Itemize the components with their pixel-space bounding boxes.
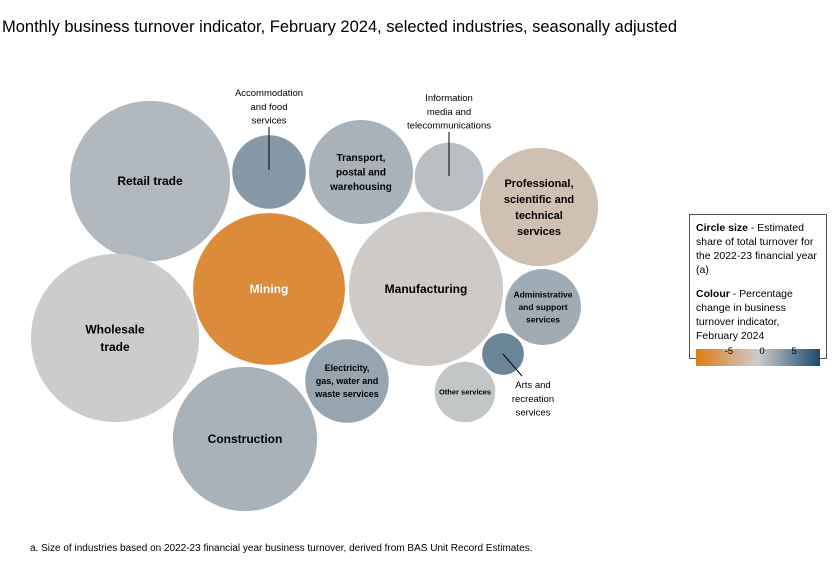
bubble-transport-postal-and-warehousing: [308, 119, 414, 225]
bubble-label-line: warehousing: [329, 182, 392, 193]
bubble-label: Professional, scientific and technical serv…: [504, 178, 574, 238]
bubble-label-line: Other services: [439, 388, 491, 397]
bubble-label: Retail trade: [117, 174, 183, 188]
chart-title: Monthly business turnover indicator, Feb…: [2, 18, 678, 36]
bubble-label-line: Mining: [250, 282, 289, 296]
bubble-label-line: technical: [515, 210, 563, 222]
bubble-label: Electricity, gas, water and waste services: [314, 363, 379, 399]
legend-size-heading: Circle size: [696, 222, 748, 234]
bubble-retail-trade: [69, 100, 231, 262]
bubble-label: Manufacturing: [385, 282, 468, 296]
bubble-label-line: Construction: [208, 432, 283, 446]
bubble-label: Other services: [439, 388, 491, 397]
bubble-label-line: Manufacturing: [385, 282, 468, 296]
bubble-label-line: and food: [251, 102, 288, 113]
leader-line: [502, 353, 523, 377]
bubble-label-line: and support: [518, 302, 567, 312]
colour-tick: 5: [791, 346, 797, 357]
colour-scale-bar: [696, 349, 820, 366]
bubble-manufacturing: [348, 211, 504, 367]
bubble-label-line: services: [517, 226, 561, 238]
bubble-professional-scientific-and-technical-services: [479, 147, 599, 267]
bubble-label-line: recreation: [512, 394, 554, 405]
bubble-mining: [193, 213, 345, 365]
legend: Circle size - Estimated share of total t…: [689, 214, 827, 366]
bubble-other-services: [434, 361, 496, 423]
colour-tick: -5: [724, 346, 734, 357]
bubble-label-line: postal and: [336, 168, 386, 179]
legend-size-text: - Estimated share of total turnover for …: [696, 222, 817, 276]
legend-colour-text: - Percentage change in business turnover…: [696, 288, 793, 342]
bubble-label: Mining: [250, 282, 289, 296]
legend-colour-heading: Colour: [696, 288, 730, 300]
bubble-label-line: scientific and: [504, 194, 574, 206]
bubble-label-line: media and: [427, 107, 471, 118]
bubble-construction: [172, 366, 318, 512]
bubble-label-line: trade: [100, 340, 130, 354]
bubble-label-line: services: [516, 408, 551, 419]
bubble-label-line: Arts and: [515, 380, 550, 391]
footnote: a. Size of industries based on 2022-23 f…: [30, 543, 533, 554]
bubble-label-line: Retail trade: [117, 174, 183, 188]
bubble-accommodation-and-food-services: [232, 135, 306, 209]
bubble-electricity-gas-water-and-waste-services: [305, 339, 389, 423]
bubble-label-line: Administrative: [513, 290, 572, 300]
bubble-label-line: Information: [425, 93, 473, 104]
bubble-information-media-and-telecommunications: [414, 142, 484, 212]
bubble-label: Administrative and support services: [513, 290, 572, 325]
bubble-wholesale-trade: [30, 253, 200, 423]
bubble-label-line: Wholesale: [85, 323, 145, 337]
bubble-label: Arts and recreation services: [512, 380, 554, 419]
bubble-label-line: services: [526, 314, 560, 324]
bubble-label: Transport, postal and warehousing: [329, 153, 392, 193]
bubble-label: Information media and telecommunications: [407, 93, 491, 132]
bubble-label-line: gas, water and: [316, 376, 379, 386]
colour-tick: 0: [759, 346, 765, 357]
bubble-label-line: services: [252, 116, 287, 127]
bubble-label: Construction: [208, 432, 283, 446]
bubble-label-line: Professional,: [504, 178, 573, 190]
bubble-label-line: waste services: [314, 389, 379, 399]
bubble-label-line: Electricity,: [325, 363, 370, 373]
bubble-label: Wholesale trade: [85, 323, 145, 354]
bubble-label-line: telecommunications: [407, 121, 491, 132]
bubble-label-line: Transport,: [337, 153, 386, 164]
bubble-label-line: Accommodation: [235, 88, 303, 99]
bubble-administrative-and-support-services: [505, 269, 581, 345]
bubble-label: Accommodation and food services: [235, 88, 303, 127]
